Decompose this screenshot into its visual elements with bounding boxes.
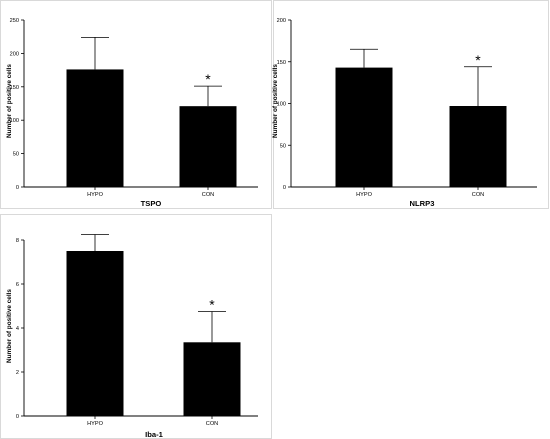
bar-con bbox=[179, 106, 237, 187]
x-axis-title: Iba-1 bbox=[145, 430, 164, 439]
y-tick-label: 100 bbox=[10, 118, 19, 124]
y-tick-label: 8 bbox=[16, 238, 19, 244]
y-tick-label: 50 bbox=[280, 143, 286, 149]
y-tick-label: 6 bbox=[16, 282, 19, 288]
y-tick-label: 4 bbox=[16, 326, 19, 332]
significance-marker: * bbox=[209, 297, 215, 313]
bar-con bbox=[183, 342, 241, 416]
bar-hypo bbox=[66, 69, 124, 187]
x-tick-label: HYPO bbox=[356, 192, 373, 198]
x-tick-label: HYPO bbox=[87, 421, 104, 427]
y-tick-label: 0 bbox=[16, 185, 19, 191]
x-tick-label: HYPO bbox=[87, 192, 104, 198]
bar-hypo bbox=[66, 251, 124, 416]
y-tick-label: 100 bbox=[277, 102, 286, 108]
y-axis-title: Number of positive cells bbox=[272, 64, 279, 138]
y-tick-label: 200 bbox=[10, 51, 19, 57]
y-axis-title: Number of positive cells bbox=[6, 289, 13, 363]
y-tick-label: 2 bbox=[16, 370, 19, 376]
y-tick-label: 0 bbox=[16, 414, 19, 420]
y-tick-label: 50 bbox=[13, 152, 19, 158]
bar-con bbox=[449, 106, 507, 187]
y-tick-label: 250 bbox=[10, 18, 19, 24]
y-axis-title: Number of positive cells bbox=[6, 64, 13, 138]
y-tick-label: 0 bbox=[283, 185, 286, 191]
significance-marker: * bbox=[205, 71, 211, 87]
bar-hypo bbox=[335, 67, 393, 187]
y-tick-label: 200 bbox=[277, 18, 286, 24]
significance-marker: * bbox=[475, 52, 481, 68]
x-tick-label: CON bbox=[202, 192, 214, 198]
x-axis-title: NLRP3 bbox=[410, 199, 435, 208]
panel-border bbox=[273, 0, 549, 209]
x-tick-label: CON bbox=[206, 421, 218, 427]
y-tick-label: 150 bbox=[10, 85, 19, 91]
chart-panel-tspo: Number of positive cells TSPO 0 50 100 150 2… bbox=[0, 0, 272, 209]
chart-panel-iba1: Number of positive cells Iba-1 0 2 4 6 8 HYPO… bbox=[0, 214, 272, 439]
y-tick-label: 150 bbox=[277, 60, 286, 66]
x-tick-label: CON bbox=[472, 192, 484, 198]
x-axis-title: TSPO bbox=[141, 199, 162, 208]
chart-panel-nlrp3: Number of positive cells NLRP3 0 50 100 150… bbox=[272, 0, 549, 209]
